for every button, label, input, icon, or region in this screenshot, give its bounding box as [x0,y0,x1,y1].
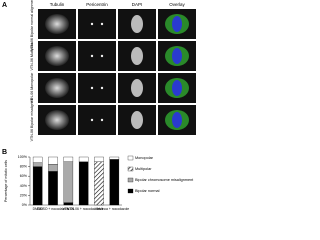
micrograph [78,105,116,135]
chromatin [131,111,143,129]
chromatin [172,112,182,128]
centrosome [90,54,94,58]
bar-segment [63,202,74,206]
bar-segment [48,164,58,172]
column-header: Pericentrin [86,2,108,7]
legend-label: Monopolar [135,156,154,160]
y-axis-label: Percentage of mitotic cells [4,160,8,202]
row-label: VTN-06 Multipolar [30,41,34,71]
centrosome [90,86,94,90]
column-header: Overlay [169,2,185,7]
row-label: VTN-06 Bipolar misaligned [30,99,34,142]
bar-segment [32,166,43,206]
chromatin [172,48,182,64]
micrograph [78,41,116,71]
x-tick-label: VTN-06 [62,207,74,211]
cell [45,78,69,98]
bar-segment [78,161,89,206]
chromatin [131,15,143,33]
bar-segment [63,161,74,203]
panel-label: A [2,2,7,9]
row-label: VTN-06 Bipolar normal alignment [30,0,34,51]
y-tick-label: 60% [20,174,28,178]
cell [45,46,69,66]
x-tick-label: DMSO + nocodazole [37,207,68,211]
legend-swatch [127,177,134,183]
y-tick-label: 40% [20,184,28,188]
bar-segment [32,156,43,163]
micrograph [78,9,116,39]
bar-segment [32,162,43,167]
micrograph [78,73,116,103]
bar-segment [109,159,120,206]
column-header: DAPI [132,2,143,7]
x-tick-label: VTN-06 + nocodazole [67,207,100,211]
legend-label: Bipolar chromosome misalignment [135,178,194,182]
chromatin [172,80,182,96]
centrosome [100,118,104,122]
figure: A B Tubulin Pericentrin DAPI Overlay VTN-06 … [2,0,196,211]
centrosome [90,22,94,26]
bar-segment [48,171,58,206]
bar-segment [78,156,89,162]
x-tick-label: DMSO [33,207,44,211]
cell [45,110,69,130]
bar-segment [48,156,58,165]
bar-segment [63,156,74,162]
bar-segment [94,156,104,162]
legend-swatch [127,155,134,161]
row-label: VTN-06 Monopolar [30,72,34,103]
x-tick-label: Vinca + nocodazole [100,207,130,211]
x-tick-label: Vinca [95,207,104,211]
y-tick-label: 0% [22,203,28,207]
y-tick-label: 20% [20,193,28,197]
legend-swatch [127,166,134,172]
column-header: Tubulin [50,2,65,7]
cell [45,14,69,34]
y-tick-label: 80% [20,165,28,169]
centrosome [100,54,104,58]
bar-segment [94,161,104,206]
chromatin [131,79,143,97]
centrosome [90,118,94,122]
centrosome [100,86,104,90]
legend-swatch [127,188,134,194]
y-tick-label: 100% [18,155,28,159]
legend-label: Bipolar normal [135,189,160,193]
chromatin [172,16,182,32]
centrosome [100,22,104,26]
legend-label: Multipolar [135,167,152,171]
chromatin [131,47,143,65]
bar-segment [109,156,120,160]
panel-label: B [2,149,7,156]
